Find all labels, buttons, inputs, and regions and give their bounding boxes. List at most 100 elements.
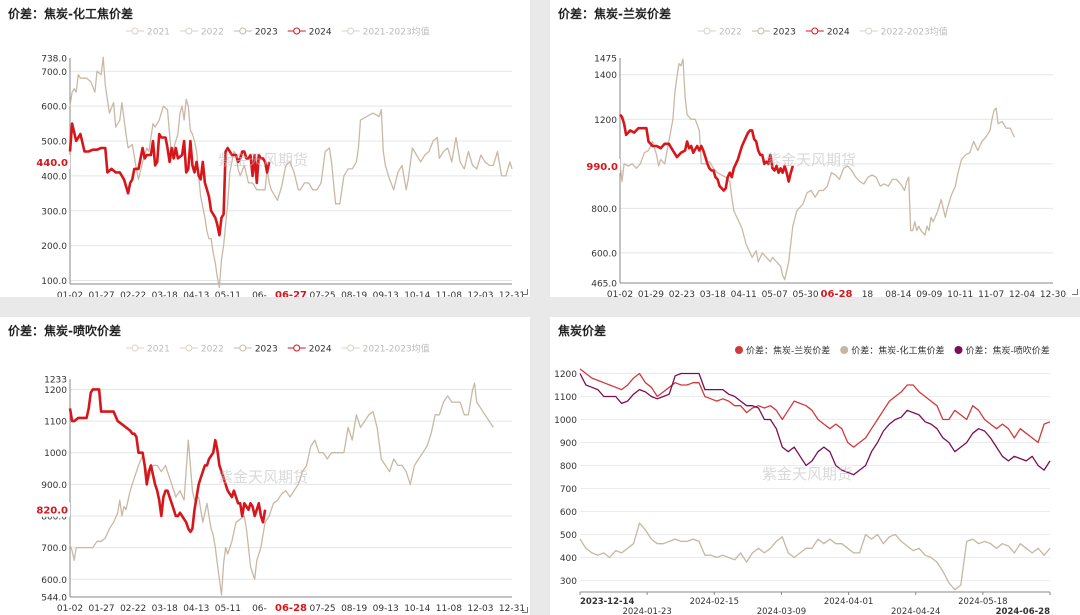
legend-marker [293,344,301,352]
chart-title: 价差：焦炭-兰炭价差 [558,7,671,21]
last-value-label: 440.0 [36,158,68,169]
y-tick-label: 500 [560,531,577,541]
x-tick-label: 05-11 [215,604,241,614]
y-tick-label: 1000 [44,449,67,459]
legend-marker [131,344,139,352]
legend-label: 2021-2023均值 [363,343,430,355]
series-line [579,368,1051,448]
y-tick-label: 800 [560,462,577,472]
legend-marker [131,27,139,35]
legend-label: 价差：焦炭-兰炭价差 [746,345,830,357]
x-tick-label: 12-31 [499,291,525,297]
x-tick-label: 05-07 [762,290,788,297]
x-tick-label: 07-25 [309,291,335,297]
watermark: 紫金天风期货 [766,151,856,169]
legend: 价差：焦炭-兰炭价差 价差：焦炭-化工焦价差 价差：焦炭-喷吹价差 [735,345,1050,357]
series-line-2023 [69,382,494,596]
x-tick-label: 05-11 [215,291,241,297]
legend-label: 2022 [201,345,224,355]
series-line [579,522,1051,591]
y-tick-label: 400.0 [41,172,67,182]
x-tick-label: 04-13 [183,604,209,614]
legend-marker [840,346,849,354]
chart-title: 价差：焦炭-喷吹价差 [8,324,121,338]
x-tick-label: 01-02 [57,604,83,614]
x-tick-label: 2024-06-28 [996,607,1050,615]
chart-panel-4: 焦炭价差 价差：焦炭-兰炭价差 价差：焦炭-化工焦价差 价差：焦炭-喷吹价差 1200… [550,317,1080,615]
resize-handle[interactable] [1072,289,1078,295]
x-tick-label: 2024-03-09 [757,607,806,615]
last-value-label: 990.0 [586,162,618,173]
y-tick-label: 1400 [594,71,617,81]
y-tick-label: 1200 [44,386,67,396]
legend-label: 2023 [255,345,278,355]
x-tick-label: 2024-05-18 [958,597,1007,607]
legend-label: 2022-2023均值 [881,26,948,38]
x-tick-label: 03-18 [700,290,726,297]
x-tick-label: 04-13 [183,291,209,297]
y-tick-label: 738.0 [41,55,67,65]
chart-plot: 价差：焦炭-兰炭价差 价差：焦炭-化工焦价差 价差：焦炭-喷吹价差 1200 1100 1… [554,345,1051,615]
y-tick-label: 500.0 [41,138,67,148]
x-tick-label: 06- [252,291,267,297]
legend-marker [757,27,765,35]
x-tick-label: 07-25 [309,604,335,614]
y-tick-label: 1233 [44,376,67,386]
x-tick-label: 10-11 [947,290,973,297]
legend-marker [865,27,873,35]
x-tick-label: 01-29 [638,290,664,297]
legend-marker [347,27,355,35]
x-tick-label: 08-19 [341,604,367,614]
x-tick-label: 01-02 [57,291,83,297]
last-value-bg [584,159,620,174]
legend-label: 2024 [309,345,332,355]
y-tick-label: 100.0 [41,277,67,287]
y-tick-label: 300 [560,577,577,587]
legend-label: 2023 [255,28,278,38]
y-tick-label: 600.0 [591,249,617,259]
y-tick-label: 600.0 [41,576,67,586]
x-tick-label: 02-23 [669,290,695,297]
y-tick-label: 1200 [554,370,577,380]
legend-label: 2024 [827,28,850,38]
x-tick-label: 18 [862,290,874,297]
y-tick-label: 400 [560,554,577,564]
resize-handle[interactable] [522,289,528,295]
legend-marker [185,27,193,35]
series-line-2024 [68,388,267,534]
legend-marker [293,27,301,35]
legend-label: 2021 [147,345,170,355]
x-tick-label: 12-04 [1009,290,1035,297]
x-tick-label: 01-27 [88,291,114,297]
series-line-2023 [69,56,513,289]
watermark: 紫金天风期货 [762,465,852,483]
chart-panel-2: 价差：焦炭-兰炭价差 2022 2023 2024 2022-2023均值 1475 14… [550,0,1080,297]
x-tick-label: 08-19 [341,291,367,297]
y-tick-label: 300.0 [41,207,67,217]
x-tick-label: 09-13 [373,291,399,297]
legend: 2021 2022 2023 2024 2021-2023均值 [126,26,430,38]
x-tick-label: 02-22 [120,604,146,614]
x-tick-label: 04-11 [731,290,757,297]
series-line-2024 [619,113,795,192]
x-tick-label: 09-09 [916,290,942,297]
x-tick-label: 08-14 [885,290,911,297]
x-tick-label: 11-07 [978,290,1004,297]
resize-handle[interactable] [522,607,528,613]
x-tick-label: 01-02 [607,290,633,297]
x-tick-label: 01-27 [88,604,114,614]
legend-marker [811,27,819,35]
x-tick-label: 05-30 [792,290,818,297]
x-tick-label: 2024-04-01 [824,597,873,607]
x-tick-label: 12-03 [467,291,493,297]
y-tick-label: 600 [560,508,577,518]
y-tick-label: 1200 [594,116,617,126]
last-value-bg [34,502,70,517]
legend-label: 2021 [147,28,170,38]
x-tick-label: 06- [252,604,267,614]
last-value-bg [34,154,70,169]
y-tick-label: 1100 [554,393,577,403]
last-value-label: 820.0 [36,506,68,517]
y-tick-label: 465.0 [591,280,617,290]
